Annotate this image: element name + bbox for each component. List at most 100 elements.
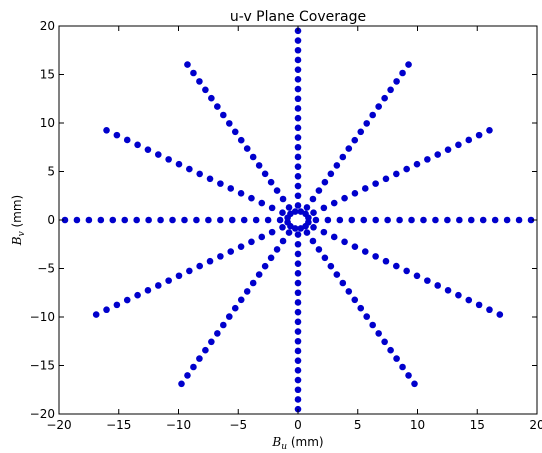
data-point xyxy=(175,160,183,168)
data-point xyxy=(109,216,117,224)
data-point xyxy=(297,208,305,215)
data-point xyxy=(312,216,320,224)
data-point xyxy=(387,346,394,354)
data-point xyxy=(268,228,276,236)
data-point xyxy=(294,347,302,355)
data-point xyxy=(103,126,110,134)
y-axis-unit: (mm) xyxy=(10,195,24,232)
data-point xyxy=(387,86,394,94)
data-point xyxy=(455,291,462,299)
data-point xyxy=(237,296,245,304)
data-point xyxy=(97,216,105,224)
data-point xyxy=(357,128,365,136)
data-point xyxy=(267,178,275,186)
data-point xyxy=(294,376,302,384)
data-point xyxy=(196,170,203,178)
data-point xyxy=(113,301,121,309)
data-point xyxy=(357,304,365,312)
data-point xyxy=(315,246,323,253)
x-tick-label: 20 xyxy=(529,418,542,432)
x-tick-label: 10 xyxy=(410,418,425,432)
data-point xyxy=(496,311,504,318)
data-point xyxy=(258,233,266,241)
data-point xyxy=(294,56,302,64)
data-point xyxy=(294,173,302,180)
data-point xyxy=(405,372,412,379)
data-point xyxy=(294,192,302,200)
data-point xyxy=(339,153,347,161)
data-point xyxy=(465,136,473,144)
data-point xyxy=(424,156,431,163)
data-point xyxy=(393,170,400,178)
data-point xyxy=(255,162,263,169)
y-tick-label: −15 xyxy=(30,359,55,373)
data-point xyxy=(121,216,129,224)
data-point xyxy=(384,216,391,224)
data-point xyxy=(294,250,302,258)
data-point xyxy=(220,321,227,329)
data-point xyxy=(186,165,193,173)
data-point xyxy=(294,367,302,374)
data-point xyxy=(444,216,451,224)
data-point xyxy=(178,380,185,388)
data-point xyxy=(294,143,302,151)
data-point xyxy=(279,237,287,245)
data-point xyxy=(205,216,212,224)
data-point xyxy=(294,231,302,238)
data-point xyxy=(190,363,197,371)
data-point xyxy=(285,229,293,236)
data-point xyxy=(393,262,400,270)
x-tick-label: −15 xyxy=(106,418,131,432)
data-point xyxy=(336,216,344,224)
data-point xyxy=(123,296,131,304)
data-point xyxy=(345,288,353,295)
y-tick-label: −5 xyxy=(37,262,55,276)
data-point xyxy=(61,216,69,224)
data-point xyxy=(330,199,338,207)
data-point xyxy=(225,120,233,127)
data-point xyxy=(363,313,371,320)
data-point xyxy=(411,380,418,388)
data-point xyxy=(249,153,257,161)
data-point xyxy=(240,216,248,224)
data-point xyxy=(405,61,412,68)
data-point xyxy=(255,271,263,278)
data-point xyxy=(184,61,191,68)
x-tick-label: 0 xyxy=(294,418,302,432)
data-point xyxy=(294,318,302,326)
data-point xyxy=(294,95,302,103)
data-point xyxy=(393,355,400,362)
x-axis-symbol: B xyxy=(271,435,281,449)
data-point xyxy=(327,262,335,270)
data-point xyxy=(382,175,390,183)
data-point xyxy=(294,308,302,316)
data-point xyxy=(92,311,100,318)
data-point xyxy=(309,237,317,245)
data-point xyxy=(252,216,260,224)
data-point xyxy=(133,216,140,224)
data-point xyxy=(294,202,302,209)
x-tick-label: 5 xyxy=(354,418,362,432)
data-point xyxy=(165,277,172,284)
data-point xyxy=(324,216,332,224)
data-point xyxy=(294,396,302,403)
data-point xyxy=(294,37,302,44)
data-point xyxy=(351,243,359,250)
data-point xyxy=(434,282,442,289)
data-point xyxy=(351,296,359,304)
data-point xyxy=(85,216,93,224)
data-point xyxy=(413,160,421,168)
data-point xyxy=(243,288,251,295)
data-point xyxy=(341,194,348,202)
data-point xyxy=(154,282,162,289)
data-point xyxy=(261,262,269,270)
data-point xyxy=(413,272,421,280)
x-tick-label: −5 xyxy=(229,418,247,432)
data-point xyxy=(202,346,209,354)
data-point xyxy=(333,162,341,169)
data-point xyxy=(303,229,311,236)
y-tick-label: 5 xyxy=(47,165,55,179)
data-point xyxy=(169,216,176,224)
data-point xyxy=(294,66,302,73)
data-point xyxy=(479,216,487,224)
